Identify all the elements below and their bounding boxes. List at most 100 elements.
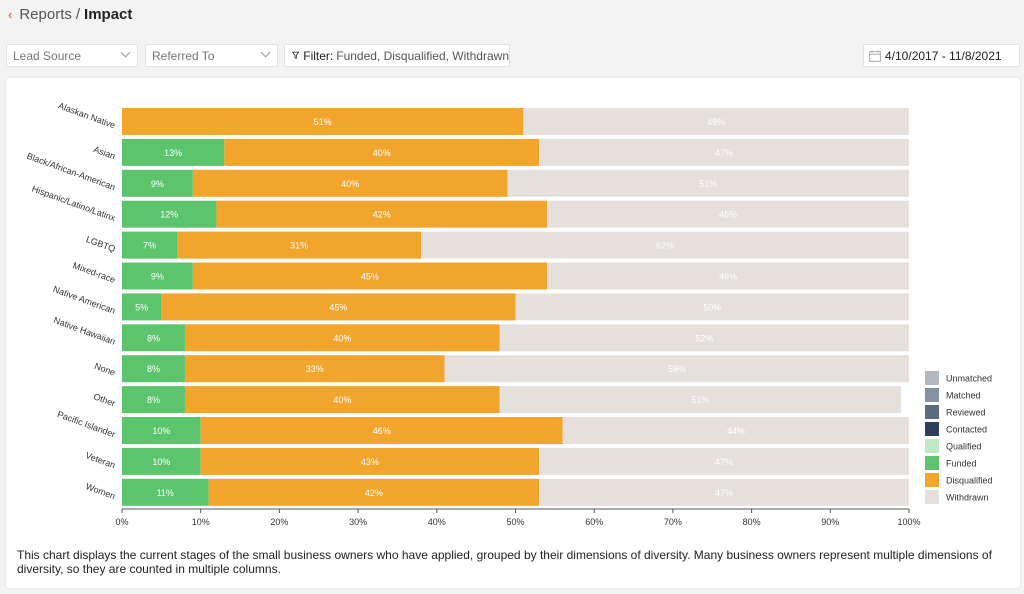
bar-lgbtq-disqualified[interactable] (177, 231, 422, 259)
filter-button[interactable]: Filter: Funded, Disqualified, Withdrawn (284, 44, 510, 67)
bar-none-withdrawn[interactable] (444, 355, 909, 383)
bar-label-hispanic-latino-latinx-disqualified: 42% (373, 210, 391, 220)
bar-hispanic-latino-latinx-withdrawn[interactable] (546, 200, 909, 228)
bar-label-native-hawaiian-withdrawn: 52% (695, 333, 713, 343)
bar-pacific-islander-disqualified[interactable] (200, 417, 563, 444)
bar-label-mixed-race-disqualified: 45% (361, 272, 379, 282)
bar-label-other-disqualified: 40% (333, 395, 351, 405)
bar-label-lgbtq-disqualified: 31% (290, 241, 308, 251)
bar-label-native-american-funded: 5% (135, 302, 148, 312)
legend-label-contacted[interactable]: Contacted (946, 425, 987, 435)
bar-women-funded[interactable] (122, 478, 209, 506)
bar-none-disqualified[interactable] (184, 355, 445, 383)
lead-source-label: Lead Source (13, 48, 82, 63)
bar-veteran-funded[interactable] (122, 447, 201, 475)
bar-native-american-withdrawn[interactable] (515, 293, 910, 321)
lead-source-select[interactable]: Lead Source (6, 44, 138, 67)
x-tick-label: 50% (506, 517, 524, 527)
bar-none-funded[interactable] (122, 355, 185, 383)
legend-label-unmatched[interactable]: Unmatched (946, 374, 992, 384)
bar-label-pacific-islander-disqualified: 46% (373, 426, 391, 436)
bar-mixed-race-withdrawn[interactable] (546, 262, 909, 290)
toolbar: Lead Source Referred To Filter: Funded, … (6, 44, 1020, 69)
legend-swatch-qualified[interactable] (925, 439, 939, 453)
filter-values: Funded, Disqualified, Withdrawn (336, 48, 509, 63)
x-tick-label: 100% (897, 517, 920, 527)
bar-label-black-african-american-withdrawn: 51% (699, 179, 717, 189)
bar-label-mixed-race-withdrawn: 46% (719, 272, 737, 282)
bar-other-funded[interactable] (122, 386, 185, 414)
legend-label-disqualified[interactable]: Disqualified (946, 476, 993, 486)
x-tick-label: 90% (821, 517, 839, 527)
breadcrumb-separator: / (75, 5, 81, 23)
bar-native-hawaiian-funded[interactable] (122, 324, 185, 352)
legend-label-matched[interactable]: Matched (946, 391, 981, 401)
bar-alaskan-native-withdrawn[interactable] (523, 108, 909, 135)
bar-women-disqualified[interactable] (208, 478, 540, 506)
legend-swatch-unmatched[interactable] (925, 371, 939, 385)
bar-women-withdrawn[interactable] (539, 478, 909, 506)
bar-mixed-race-funded[interactable] (122, 262, 193, 290)
bar-asian-disqualified[interactable] (224, 138, 540, 166)
bar-label-pacific-islander-funded: 10% (152, 426, 170, 436)
bar-alaskan-native-disqualified[interactable] (122, 108, 524, 135)
bar-black-african-american-disqualified[interactable] (192, 169, 508, 197)
bar-hispanic-latino-latinx-disqualified[interactable] (216, 200, 547, 228)
bar-hispanic-latino-latinx-funded[interactable] (122, 200, 217, 228)
breadcrumb-reports-link[interactable]: Reports (19, 5, 72, 23)
legend-label-funded[interactable]: Funded (946, 459, 977, 469)
bar-native-american-funded[interactable] (122, 293, 162, 321)
bar-label-none-withdrawn: 59% (668, 364, 686, 374)
bar-native-hawaiian-withdrawn[interactable] (499, 324, 909, 352)
category-label-none: None (93, 361, 117, 378)
legend-label-qualified[interactable]: Qualified (946, 442, 982, 452)
bar-native-hawaiian-disqualified[interactable] (184, 324, 500, 352)
bar-pacific-islander-withdrawn[interactable] (562, 417, 909, 444)
bar-pacific-islander-funded[interactable] (122, 417, 201, 444)
bar-label-alaskan-native-withdrawn: 49% (707, 117, 725, 127)
bar-other-disqualified[interactable] (184, 386, 500, 414)
chevron-left-icon[interactable]: ‹ (8, 6, 13, 22)
bar-label-lgbtq-withdrawn: 62% (656, 241, 674, 251)
bar-label-black-african-american-funded: 9% (151, 179, 164, 189)
bar-lgbtq-withdrawn[interactable] (421, 231, 909, 259)
page-title: Impact (84, 5, 133, 23)
bar-asian-funded[interactable] (122, 138, 225, 166)
legend-label-reviewed[interactable]: Reviewed (946, 408, 986, 418)
bar-label-native-american-disqualified: 45% (329, 302, 347, 312)
category-label-pacific-islander: Pacific Islander (56, 409, 117, 439)
date-range-picker[interactable]: 4/10/2017 - 11/8/2021 (863, 44, 1020, 67)
category-label-lgbtq: LGBTQ (85, 234, 117, 254)
x-tick-label: 30% (349, 517, 367, 527)
bar-black-african-american-withdrawn[interactable] (507, 169, 909, 197)
bar-veteran-disqualified[interactable] (200, 447, 540, 475)
referred-to-select[interactable]: Referred To (145, 44, 278, 67)
x-tick-label: 80% (743, 517, 761, 527)
bar-label-none-disqualified: 33% (306, 364, 324, 374)
category-label-veteran: Veteran (84, 450, 117, 470)
bar-veteran-withdrawn[interactable] (539, 447, 909, 475)
legend-swatch-contacted[interactable] (925, 422, 939, 436)
legend-swatch-reviewed[interactable] (925, 405, 939, 419)
legend-label-withdrawn[interactable]: Withdrawn (946, 493, 989, 503)
filter-label: Filter: (303, 48, 334, 63)
legend-swatch-disqualified[interactable] (925, 473, 939, 487)
bar-label-native-american-withdrawn: 50% (703, 302, 721, 312)
bar-black-african-american-funded[interactable] (122, 169, 193, 197)
legend-swatch-withdrawn[interactable] (925, 490, 939, 504)
bar-label-other-withdrawn: 51% (691, 395, 709, 405)
bar-label-veteran-funded: 10% (152, 457, 170, 467)
bar-lgbtq-funded[interactable] (122, 231, 178, 259)
legend-swatch-funded[interactable] (925, 456, 939, 470)
bar-label-black-african-american-disqualified: 40% (341, 179, 359, 189)
bar-mixed-race-disqualified[interactable] (192, 262, 547, 290)
legend-swatch-matched[interactable] (925, 388, 939, 402)
date-range-text: 4/10/2017 - 11/8/2021 (885, 48, 1002, 63)
category-label-native-american: Native American (52, 284, 117, 316)
bar-native-american-disqualified[interactable] (161, 293, 516, 321)
bar-other-withdrawn[interactable] (499, 386, 902, 414)
bar-asian-withdrawn[interactable] (539, 138, 909, 166)
x-tick-label: 10% (192, 517, 210, 527)
bar-label-asian-funded: 13% (164, 148, 182, 158)
bar-label-mixed-race-funded: 9% (151, 272, 164, 282)
